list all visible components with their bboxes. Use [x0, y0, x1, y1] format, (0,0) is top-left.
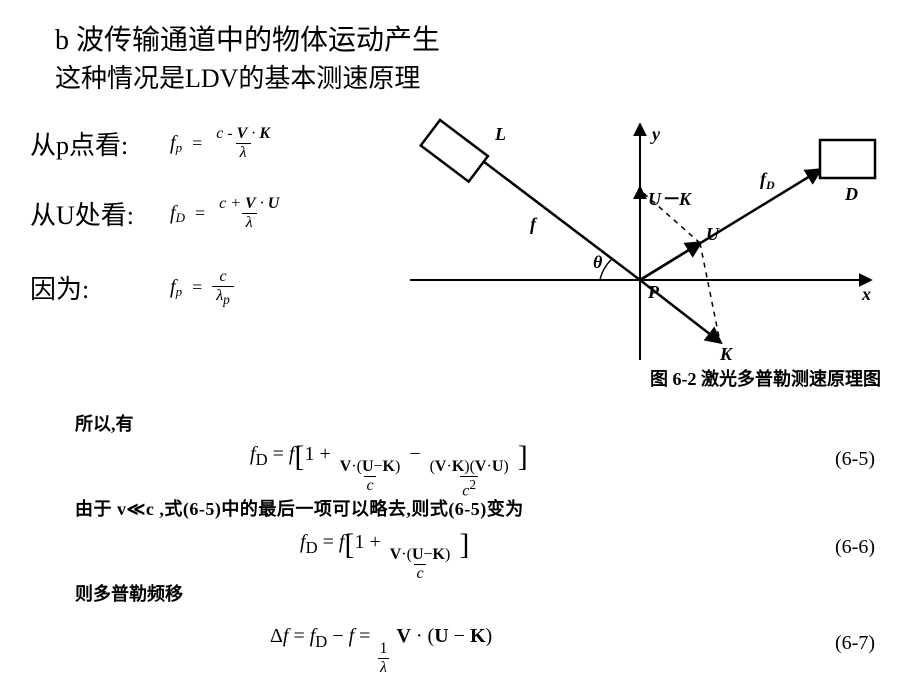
eq-row-2: 从U处看: fD = c + V · U λ: [30, 195, 283, 232]
row-denominator: λ: [242, 213, 257, 232]
label-y: y: [650, 124, 661, 144]
row-lhs: fD: [170, 202, 185, 226]
text-therefore: 所以,有: [75, 410, 134, 436]
row-label: 因为:: [30, 269, 170, 306]
row-numerator: c - V · K: [212, 125, 274, 143]
row-fraction: c - V · K λ: [212, 125, 274, 161]
row-label: 从p点看:: [30, 125, 170, 162]
equals-sign: =: [195, 203, 205, 224]
equals-sign: =: [192, 133, 202, 154]
row-denominator: λ: [236, 143, 251, 162]
diagram-caption: 图 6-2 激光多普勒测速原理图: [650, 368, 881, 389]
row-label: 从U处看:: [30, 195, 170, 232]
row-numerator: c: [215, 268, 230, 286]
label-fD: fD: [760, 169, 775, 192]
equation-6-6: fD = f[1 + V·(U−K)c ]: [300, 528, 469, 582]
row-lhs: fp: [170, 276, 182, 300]
eqnum-6-5: (6-5): [835, 448, 875, 471]
row-fraction: c + V · U λ: [215, 195, 283, 231]
row-numerator: c + V · U: [215, 195, 283, 213]
label-L: L: [494, 124, 506, 144]
label-D: D: [844, 184, 858, 204]
section-subtitle: 这种情况是LDV的基本测速原理: [55, 58, 420, 95]
equals-sign: =: [192, 277, 202, 298]
eqnum-6-7: (6-7): [835, 632, 875, 655]
label-theta: θ: [593, 252, 603, 272]
eqnum-6-6: (6-6): [835, 536, 875, 559]
section-title: b 波传输通道中的物体运动产生: [55, 18, 440, 58]
label-f: f: [530, 214, 538, 234]
row-lhs: fp: [170, 132, 182, 156]
row-fraction: c λp: [212, 268, 234, 307]
text-shift: 则多普勒频移: [75, 580, 183, 606]
label-UmK: U－K: [648, 189, 693, 209]
label-x: x: [861, 284, 871, 304]
eq-row-3: 因为: fp = c λp: [30, 268, 234, 307]
label-P: P: [647, 282, 660, 302]
doppler-diagram: L D y x f fD θ P U K U－K 图 6-2 激光多普勒测速原理…: [390, 110, 890, 390]
eq-row-1: 从p点看: fp = c - V · K λ: [30, 125, 274, 162]
equation-6-7: Δf = fD − f = 1λ V · (U − K): [270, 625, 492, 676]
equation-6-5: fD = f[1 + V·(U−K)c − (V·K)(V·U)c2 ]: [250, 440, 528, 499]
label-U: U: [706, 224, 720, 244]
row-denominator: λp: [212, 286, 234, 308]
label-K: K: [719, 344, 734, 364]
text-since: 由于 v≪c ,式(6-5)中的最后一项可以略去,则式(6-5)变为: [75, 495, 524, 521]
